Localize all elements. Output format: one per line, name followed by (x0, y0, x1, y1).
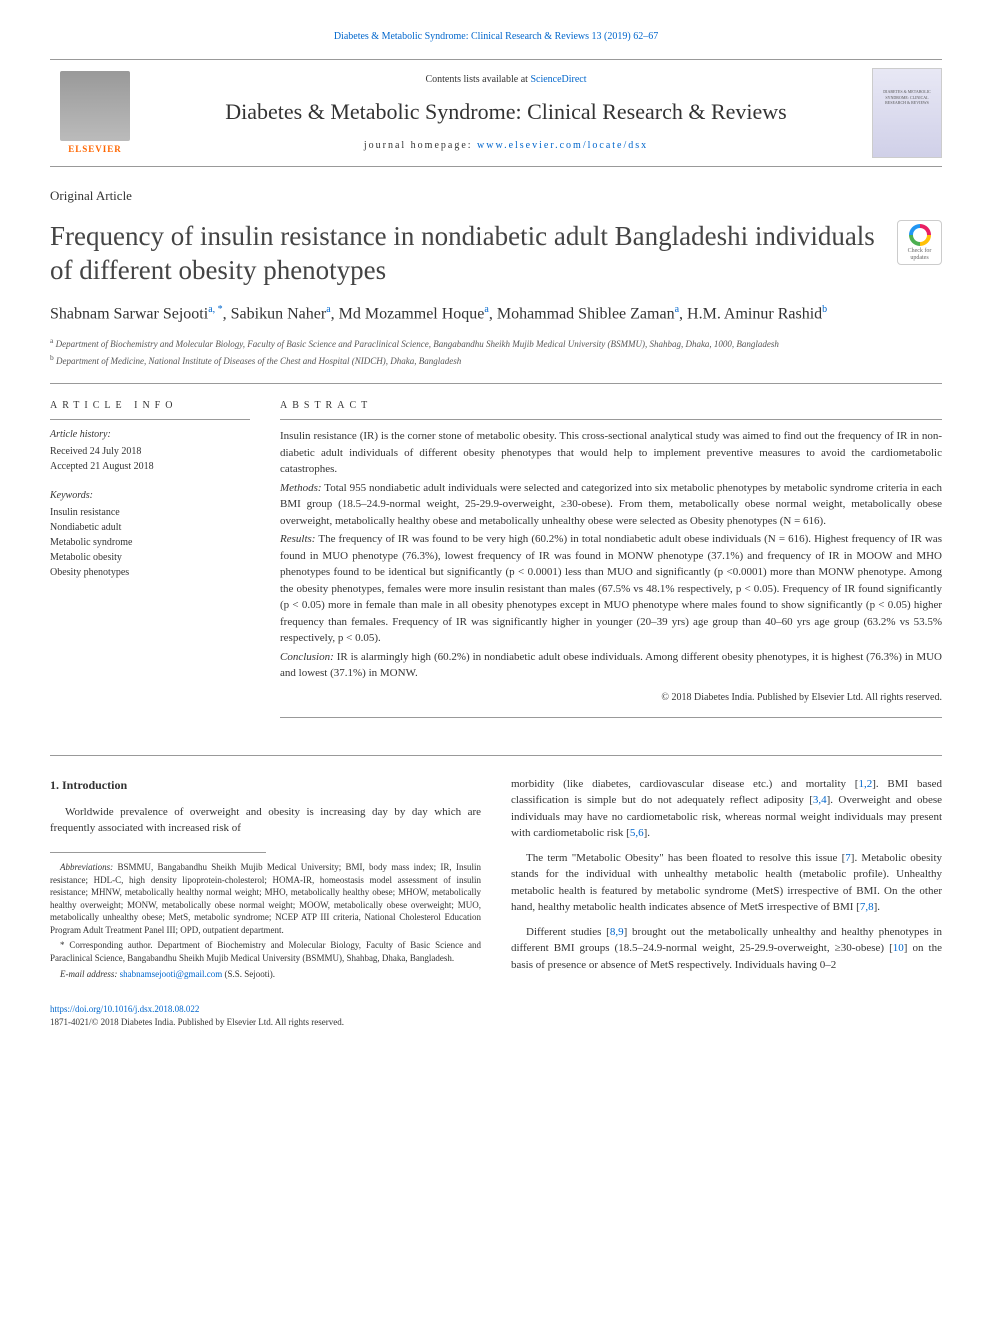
introduction-heading: 1. Introduction (50, 776, 481, 794)
journal-cover-thumbnail: DIABETES & METABOLIC SYNDROME: CLINICAL … (872, 68, 942, 158)
author-3: , Md Mozammel Hoque (331, 305, 485, 322)
author-2: , Sabikun Naher (223, 305, 327, 322)
citation-link[interactable]: Diabetes & Metabolic Syndrome: Clinical … (334, 31, 658, 42)
ref-10[interactable]: 10 (893, 942, 904, 954)
ref-5-6[interactable]: 5,6 (630, 827, 644, 839)
affil-a: Department of Biochemistry and Molecular… (53, 339, 779, 349)
abstract-conclusion: IR is alarmingly high (60.2%) in nondiab… (280, 651, 942, 680)
body-column-right: morbidity (like diabetes, cardiovascular… (511, 776, 942, 983)
email-suffix: (S.S. Sejooti). (222, 969, 275, 979)
homepage-line: journal homepage: www.elsevier.com/locat… (140, 139, 872, 153)
keyword-2: Nondiabetic adult (50, 520, 250, 535)
body-columns: 1. Introduction Worldwide prevalence of … (50, 776, 942, 983)
abstract-column: ABSTRACT Insulin resistance (IR) is the … (280, 399, 942, 730)
col2-p1-d: ]. (644, 827, 650, 839)
received-date: Received 24 July 2018 (50, 444, 250, 459)
abstract-copyright: © 2018 Diabetes India. Published by Else… (280, 690, 942, 705)
intro-p1: Worldwide prevalence of overweight and o… (50, 804, 481, 837)
crossmark-text: Check for updates (898, 248, 941, 261)
journal-header: ELSEVIER Contents lists available at Sci… (50, 59, 942, 167)
keywords-label: Keywords: (50, 489, 250, 503)
crossmark-badge[interactable]: Check for updates (897, 220, 942, 265)
col2-p1-a: morbidity (like diabetes, cardiovascular… (511, 778, 858, 790)
abstract-heading: ABSTRACT (280, 399, 942, 420)
author-1: Shabnam Sarwar Sejooti (50, 305, 208, 322)
footnote-divider (50, 852, 266, 853)
ref-1-2[interactable]: 1,2 (858, 778, 872, 790)
email-label: E-mail address: (60, 969, 120, 979)
col2-p2-a: The term "Metabolic Obesity" has been fl… (526, 852, 845, 864)
results-label: Results: (280, 533, 315, 545)
citation-header: Diabetes & Metabolic Syndrome: Clinical … (50, 30, 942, 44)
homepage-label: journal homepage: (364, 140, 477, 151)
author-5-sup: b (822, 304, 827, 315)
elsevier-text: ELSEVIER (68, 143, 122, 156)
ref-8-9[interactable]: 8,9 (610, 926, 624, 938)
abbreviations-text: BSMMU, Bangabandhu Sheikh Mujib Medical … (50, 862, 481, 935)
abstract-bottom-divider (280, 717, 942, 718)
crossmark-icon (909, 224, 931, 246)
divider (50, 383, 942, 384)
elsevier-logo: ELSEVIER (50, 71, 140, 156)
methods-label: Methods: (280, 482, 322, 494)
doi-link[interactable]: https://doi.org/10.1016/j.dsx.2018.08.02… (50, 1004, 199, 1014)
abstract-methods: Total 955 nondiabetic adult individuals … (280, 482, 942, 527)
journal-name: Diabetes & Metabolic Syndrome: Clinical … (140, 97, 872, 128)
keyword-3: Metabolic syndrome (50, 535, 250, 550)
keyword-4: Metabolic obesity (50, 550, 250, 565)
affil-b: Department of Medicine, National Institu… (54, 356, 461, 366)
homepage-link[interactable]: www.elsevier.com/locate/dsx (477, 140, 648, 151)
abstract-results: The frequency of IR was found to be very… (280, 533, 942, 644)
article-type: Original Article (50, 187, 942, 205)
affiliations: a Department of Biochemistry and Molecul… (50, 335, 942, 368)
corr-label: * Corresponding author. (60, 940, 153, 950)
article-title: Frequency of insulin resistance in nondi… (50, 220, 882, 288)
doi-section: https://doi.org/10.1016/j.dsx.2018.08.02… (50, 1003, 942, 1028)
sciencedirect-link[interactable]: ScienceDirect (530, 74, 586, 85)
conclusion-label: Conclusion: (280, 651, 334, 663)
contents-line: Contents lists available at ScienceDirec… (140, 73, 872, 87)
article-info-sidebar: ARTICLE INFO Article history: Received 2… (50, 399, 250, 730)
col2-p3-a: Different studies [ (526, 926, 610, 938)
author-4: , Mohammad Shiblee Zaman (489, 305, 675, 322)
issn-copyright: 1871-4021/© 2018 Diabetes India. Publish… (50, 1016, 942, 1029)
ref-7-8[interactable]: 7,8 (860, 901, 874, 913)
cover-thumb-text: DIABETES & METABOLIC SYNDROME: CLINICAL … (878, 89, 936, 106)
body-column-left: 1. Introduction Worldwide prevalence of … (50, 776, 481, 983)
contents-text: Contents lists available at (425, 74, 530, 85)
email-link[interactable]: shabnamsejooti@gmail.com (120, 969, 223, 979)
keyword-1: Insulin resistance (50, 505, 250, 520)
abbrev-label: Abbreviations: (60, 862, 113, 872)
article-info-heading: ARTICLE INFO (50, 399, 250, 420)
author-1-sup: a, * (208, 304, 222, 315)
history-label: Article history: (50, 428, 250, 442)
main-divider (50, 755, 942, 756)
ref-3-4[interactable]: 3,4 (813, 794, 827, 806)
accepted-date: Accepted 21 August 2018 (50, 459, 250, 474)
col2-p2-c: ]. (874, 901, 880, 913)
footnotes: Abbreviations: BSMMU, Bangabandhu Sheikh… (50, 861, 481, 980)
keyword-5: Obesity phenotypes (50, 565, 250, 580)
abstract-intro: Insulin resistance (IR) is the corner st… (280, 428, 942, 478)
author-5: , H.M. Aminur Rashid (679, 305, 822, 322)
elsevier-tree-icon (60, 71, 130, 141)
authors-list: Shabnam Sarwar Sejootia, *, Sabikun Nahe… (50, 303, 942, 326)
